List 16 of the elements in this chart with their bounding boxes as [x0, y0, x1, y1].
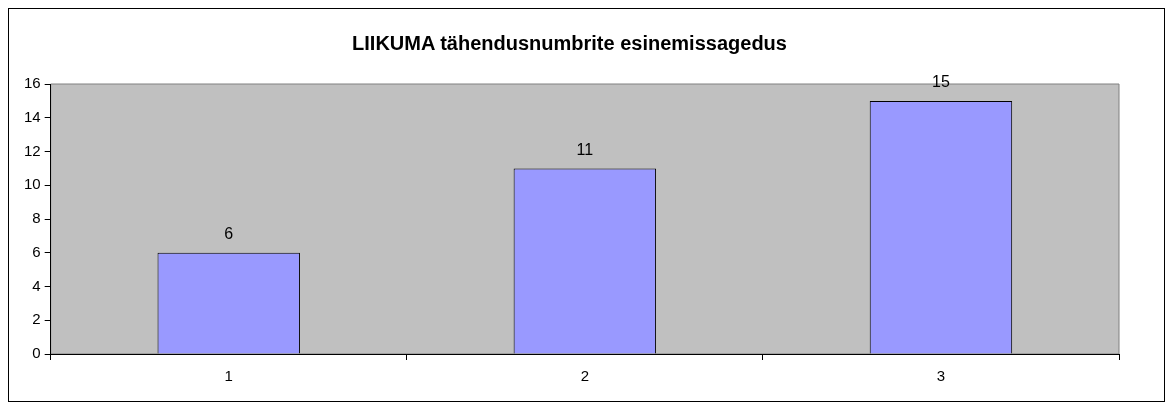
y-tick-label: 10 — [24, 175, 41, 193]
y-tick-label: 12 — [24, 141, 41, 159]
x-tick-label: 3 — [936, 367, 946, 385]
y-tick-label: 0 — [32, 344, 41, 362]
y-tick-label: 4 — [32, 276, 41, 294]
data-label: 11 — [576, 140, 594, 158]
chart-title: LIIKUMA tähendusnumbrite esinemissagedus — [352, 31, 787, 54]
y-tick-label: 6 — [32, 242, 41, 260]
y-tick-label: 16 — [24, 74, 41, 92]
y-tick-label: 2 — [32, 310, 41, 328]
data-label: 15 — [932, 73, 950, 91]
y-tick-label: 8 — [32, 209, 41, 227]
x-tick-label: 1 — [224, 367, 233, 385]
x-tick-label: 2 — [580, 367, 590, 385]
y-tick-label: 14 — [24, 107, 41, 125]
data-label: 6 — [224, 225, 234, 243]
